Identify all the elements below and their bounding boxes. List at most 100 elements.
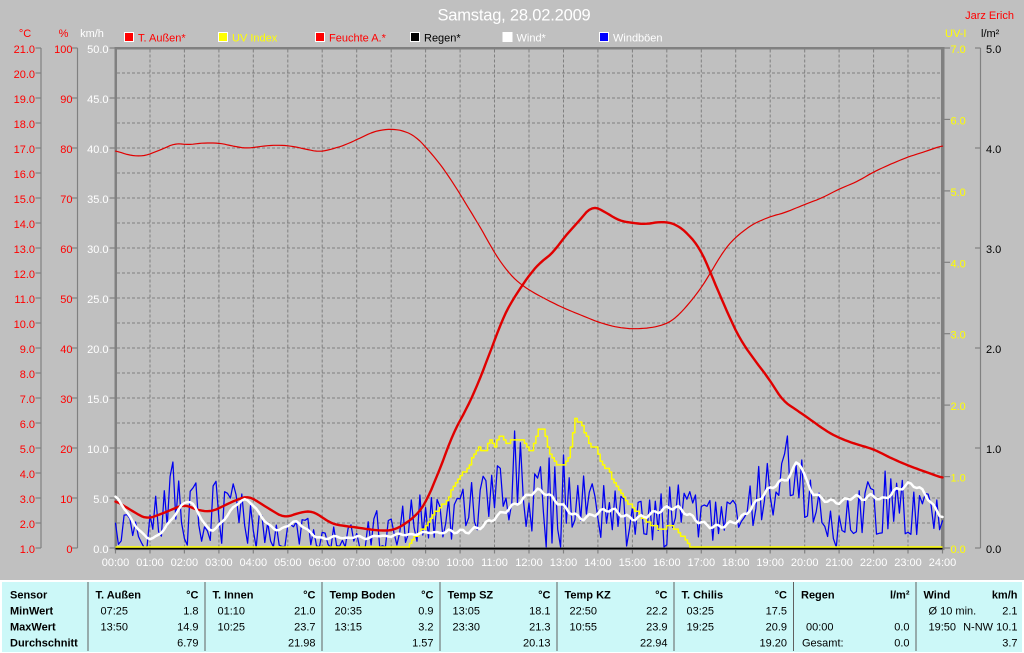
svg-text:10.0: 10.0 bbox=[14, 319, 35, 331]
svg-text:13:50: 13:50 bbox=[101, 622, 129, 634]
svg-text:°C: °C bbox=[421, 589, 433, 601]
svg-text:11:00: 11:00 bbox=[481, 557, 508, 569]
svg-text:l/m²: l/m² bbox=[981, 28, 1000, 40]
svg-text:24:00: 24:00 bbox=[929, 557, 957, 569]
svg-text:5.0: 5.0 bbox=[986, 44, 1001, 56]
svg-text:Ø 10 min.: Ø 10 min. bbox=[929, 606, 977, 618]
svg-text:02:00: 02:00 bbox=[171, 557, 199, 569]
svg-text:50: 50 bbox=[60, 294, 72, 306]
svg-text:Temp KZ: Temp KZ bbox=[565, 589, 612, 601]
svg-text:18.0: 18.0 bbox=[14, 119, 35, 131]
svg-text:15.0: 15.0 bbox=[87, 394, 108, 406]
svg-text:Gesamt:: Gesamt: bbox=[802, 637, 844, 649]
svg-text:20:35: 20:35 bbox=[335, 606, 363, 618]
svg-text:16.0: 16.0 bbox=[14, 169, 35, 181]
svg-text:°C: °C bbox=[655, 589, 667, 601]
svg-text:14.9: 14.9 bbox=[177, 622, 198, 634]
svg-text:23:30: 23:30 bbox=[453, 622, 481, 634]
svg-text:l/m²: l/m² bbox=[890, 589, 910, 601]
svg-text:08:00: 08:00 bbox=[377, 557, 405, 569]
svg-text:14.0: 14.0 bbox=[14, 219, 35, 231]
svg-text:°C: °C bbox=[538, 589, 550, 601]
svg-text:00:00: 00:00 bbox=[102, 557, 130, 569]
svg-text:20:00: 20:00 bbox=[791, 557, 819, 569]
svg-text:Temp Boden: Temp Boden bbox=[330, 589, 396, 601]
svg-text:10.0: 10.0 bbox=[87, 444, 108, 456]
svg-text:16:00: 16:00 bbox=[653, 557, 681, 569]
svg-text:Durchschnitt: Durchschnitt bbox=[10, 637, 78, 649]
svg-text:11.0: 11.0 bbox=[14, 294, 35, 306]
svg-text:Regen*: Regen* bbox=[424, 33, 461, 45]
svg-text:13:15: 13:15 bbox=[335, 622, 363, 634]
svg-text:20.0: 20.0 bbox=[87, 344, 108, 356]
svg-text:5.0: 5.0 bbox=[951, 187, 966, 199]
svg-text:18:00: 18:00 bbox=[722, 557, 750, 569]
svg-text:20.9: 20.9 bbox=[766, 622, 787, 634]
svg-text:km/h: km/h bbox=[992, 589, 1018, 601]
svg-text:03:25: 03:25 bbox=[687, 606, 715, 618]
svg-text:17.0: 17.0 bbox=[14, 144, 35, 156]
svg-text:10:00: 10:00 bbox=[446, 557, 474, 569]
svg-text:21:00: 21:00 bbox=[825, 557, 853, 569]
svg-text:1.0: 1.0 bbox=[951, 473, 966, 485]
svg-text:21.0: 21.0 bbox=[294, 606, 315, 618]
svg-text:Jarz Erich: Jarz Erich bbox=[965, 10, 1014, 22]
svg-text:km/h: km/h bbox=[80, 28, 104, 40]
svg-text:Samstag, 28.02.2009: Samstag, 28.02.2009 bbox=[437, 7, 590, 25]
svg-text:°C: °C bbox=[186, 589, 198, 601]
svg-text:4.0: 4.0 bbox=[951, 258, 966, 270]
svg-text:40: 40 bbox=[60, 344, 72, 356]
svg-text:80: 80 bbox=[60, 144, 72, 156]
svg-text:100: 100 bbox=[54, 44, 72, 56]
svg-text:22:00: 22:00 bbox=[860, 557, 888, 569]
svg-text:00:00: 00:00 bbox=[806, 622, 834, 634]
svg-text:1.0: 1.0 bbox=[986, 444, 1001, 456]
svg-text:20.13: 20.13 bbox=[523, 637, 551, 649]
svg-text:13.0: 13.0 bbox=[14, 244, 35, 256]
svg-text:21.0: 21.0 bbox=[14, 44, 35, 56]
svg-text:Temp SZ: Temp SZ bbox=[448, 589, 494, 601]
svg-text:19.0: 19.0 bbox=[14, 94, 35, 106]
svg-text:09:00: 09:00 bbox=[412, 557, 440, 569]
svg-text:9.0: 9.0 bbox=[20, 344, 35, 356]
svg-text:0.0: 0.0 bbox=[986, 544, 1001, 556]
svg-text:60: 60 bbox=[60, 244, 72, 256]
svg-text:0.0: 0.0 bbox=[894, 622, 909, 634]
svg-text:40.0: 40.0 bbox=[87, 144, 108, 156]
svg-text:14:00: 14:00 bbox=[584, 557, 612, 569]
svg-text:Wind*: Wind* bbox=[517, 33, 547, 45]
svg-text:2.0: 2.0 bbox=[986, 344, 1001, 356]
svg-text:UV Index: UV Index bbox=[232, 33, 278, 45]
svg-text:6.79: 6.79 bbox=[177, 637, 198, 649]
svg-text:90: 90 bbox=[60, 94, 72, 106]
svg-text:T. Außen: T. Außen bbox=[96, 589, 142, 601]
svg-text:8.0: 8.0 bbox=[20, 369, 35, 381]
svg-text:1.0: 1.0 bbox=[20, 544, 35, 556]
svg-text:T. Chilis: T. Chilis bbox=[682, 589, 724, 601]
svg-text:3.0: 3.0 bbox=[20, 494, 35, 506]
svg-text:19:50: 19:50 bbox=[929, 622, 957, 634]
svg-text:0: 0 bbox=[66, 544, 72, 556]
svg-text:Sensor: Sensor bbox=[10, 589, 48, 601]
svg-text:35.0: 35.0 bbox=[87, 194, 108, 206]
svg-text:23.9: 23.9 bbox=[646, 622, 667, 634]
svg-text:0.0: 0.0 bbox=[894, 637, 909, 649]
svg-text:30.0: 30.0 bbox=[87, 244, 108, 256]
svg-text:3.7: 3.7 bbox=[1002, 637, 1017, 649]
svg-text:T. Außen*: T. Außen* bbox=[138, 33, 186, 45]
svg-text:17.5: 17.5 bbox=[766, 606, 787, 618]
svg-text:0.9: 0.9 bbox=[418, 606, 433, 618]
svg-text:19.20: 19.20 bbox=[759, 637, 787, 649]
svg-text:23.7: 23.7 bbox=[294, 622, 315, 634]
svg-text:°C: °C bbox=[303, 589, 315, 601]
svg-text:Feuchte A.*: Feuchte A.* bbox=[329, 33, 387, 45]
svg-text:MinWert: MinWert bbox=[10, 606, 54, 618]
svg-text:2.1: 2.1 bbox=[1002, 606, 1017, 618]
svg-text:45.0: 45.0 bbox=[87, 94, 108, 106]
svg-text:T. Innen: T. Innen bbox=[213, 589, 254, 601]
svg-text:21.3: 21.3 bbox=[529, 622, 550, 634]
svg-text:13:05: 13:05 bbox=[453, 606, 481, 618]
svg-text:°C: °C bbox=[19, 28, 31, 40]
svg-text:%: % bbox=[59, 28, 69, 40]
svg-text:50.0: 50.0 bbox=[87, 44, 108, 56]
